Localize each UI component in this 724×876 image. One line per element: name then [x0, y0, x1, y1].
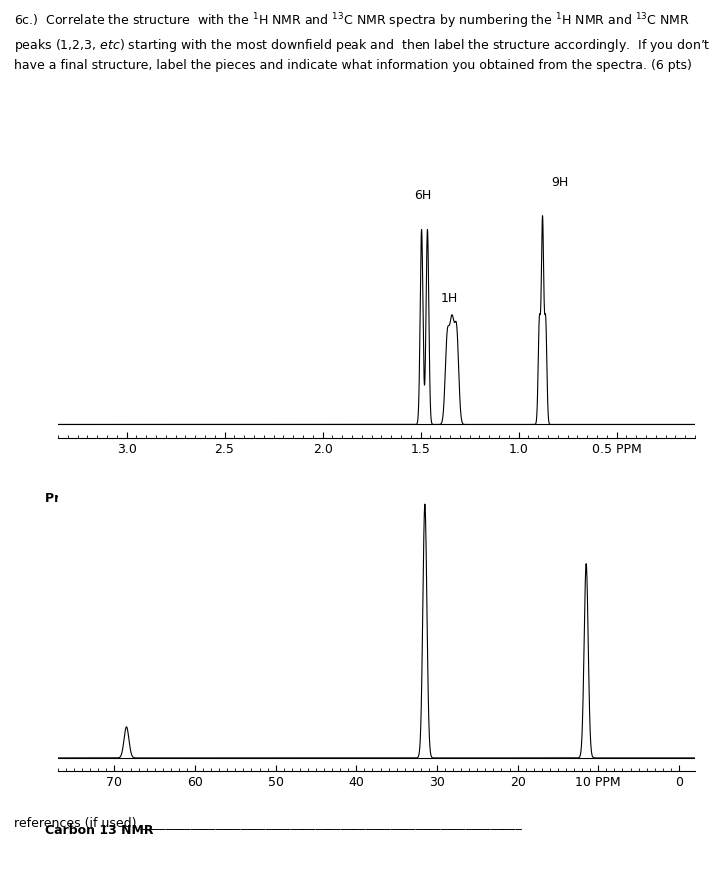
- Text: references (if used) ___________________________________________________________: references (if used) ___________________…: [14, 816, 522, 830]
- Text: 6c.)  Correlate the structure  with the $^{1}$H NMR and $^{13}$C NMR spectra by : 6c.) Correlate the structure with the $^…: [14, 11, 711, 72]
- Text: 1H: 1H: [440, 293, 458, 306]
- Text: Carbon 13 NMR: Carbon 13 NMR: [45, 824, 153, 837]
- Text: Proton NMR: Proton NMR: [45, 491, 129, 505]
- Text: 9H: 9H: [551, 176, 568, 189]
- Text: 6H: 6H: [413, 189, 431, 202]
